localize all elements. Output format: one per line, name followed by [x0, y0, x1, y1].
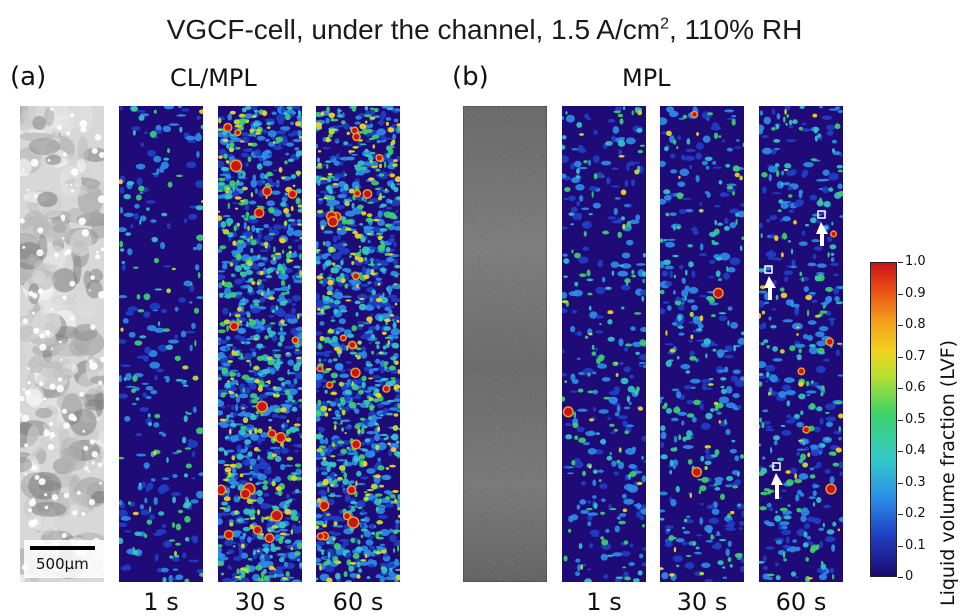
time-label-a-1: 1 s: [119, 588, 203, 616]
colorbar-tick-mark: [898, 514, 903, 515]
colorbar-tick-mark: [898, 420, 903, 421]
white-arrow-icon: [816, 222, 828, 246]
colorbar-tick-mark: [898, 294, 903, 295]
arrow-overlay: [759, 106, 843, 582]
colorbar: [870, 262, 897, 577]
colorbar-tick-label: 0: [905, 569, 913, 584]
figure-title: VGCF-cell, under the channel, 1.5 A/cm2,…: [0, 14, 969, 46]
colorbar-tick-label: 0.6: [905, 380, 926, 395]
colorbar-tick-label: 0.9: [905, 286, 926, 301]
time-label-b-1: 1 s: [562, 588, 646, 616]
panel-a-heading: CL/MPL: [170, 64, 257, 92]
time-label-a-3: 60 s: [316, 588, 400, 616]
colorbar-tick-mark: [898, 325, 903, 326]
colorbar-tick-mark: [898, 483, 903, 484]
white-arrow-icon: [764, 276, 776, 300]
lvf-map-a-30s: [218, 106, 302, 582]
panel-a-label: (a): [10, 62, 46, 92]
colorbar-tick-mark: [898, 546, 903, 547]
colorbar-tick-label: 0.2: [905, 506, 926, 521]
colorbar-tick-label: 0.5: [905, 412, 926, 427]
lvf-map-a-1s: [119, 106, 203, 582]
feature-box-3: [773, 463, 780, 470]
scale-bar-label: 500µm: [36, 555, 89, 573]
colorbar-tick-label: 0.4: [905, 443, 926, 458]
time-label-a-2: 30 s: [218, 588, 302, 616]
scale-bar: [30, 546, 95, 550]
time-label-b-3: 60 s: [759, 588, 843, 616]
colorbar-tick-label: 0.8: [905, 317, 926, 332]
colorbar-tick-label: 0.7: [905, 349, 926, 364]
colorbar-tick-mark: [898, 388, 903, 389]
colorbar-tick-label: 0.1: [905, 538, 926, 553]
time-label-b-2: 30 s: [660, 588, 744, 616]
optical-micrograph-a: [20, 106, 104, 582]
feature-box-1: [818, 211, 825, 218]
colorbar-label: Liquid volume fraction (LVF): [937, 340, 959, 606]
colorbar-tick-label: 1.0: [905, 254, 926, 269]
white-arrow-icon: [771, 473, 783, 499]
colorbar-tick-label: 0.3: [905, 475, 926, 490]
colorbar-tick-mark: [898, 357, 903, 358]
lvf-map-a-60s: [316, 106, 400, 582]
lvf-map-b-30s: [660, 106, 744, 582]
panel-b-heading: MPL: [622, 64, 671, 92]
panel-b-label: (b): [452, 62, 489, 92]
xray-image-b: [463, 106, 547, 582]
colorbar-tick-mark: [898, 577, 903, 578]
feature-box-2: [765, 266, 772, 273]
lvf-map-b-1s: [562, 106, 646, 582]
colorbar-tick-mark: [898, 451, 903, 452]
colorbar-tick-mark: [898, 262, 903, 263]
